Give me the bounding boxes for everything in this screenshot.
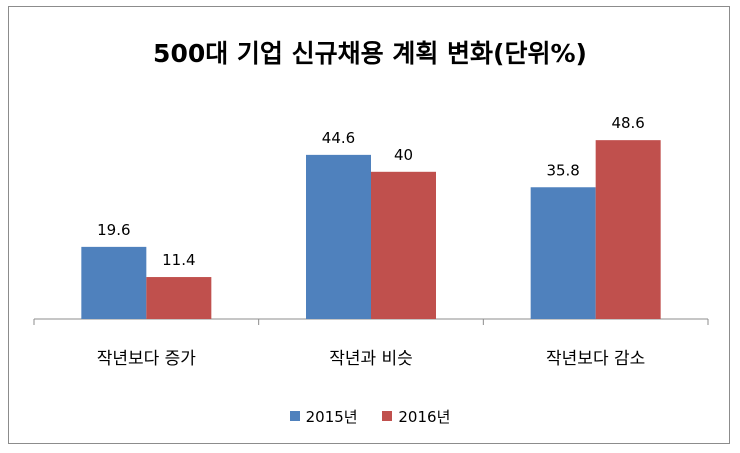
x-tick-label: 작년과 비슷: [329, 349, 413, 369]
legend-label-2016: 2016년: [398, 408, 451, 426]
x-tick-label: 작년보다 증가: [97, 349, 197, 369]
bar-2015년-0: [81, 246, 147, 319]
legend-swatch-2015: [289, 410, 300, 421]
data-label: 44.6: [322, 129, 355, 147]
bar-2016년-0: [146, 277, 212, 319]
bar-2015년-2: [530, 187, 596, 319]
x-tick-label: 작년보다 감소: [546, 349, 645, 369]
data-label: 40: [394, 146, 413, 164]
bar-2016년-2: [595, 140, 661, 319]
chart-title: 500대 기업 신규채용 계획 변화(단위%): [153, 39, 587, 68]
data-label: 48.6: [611, 114, 644, 132]
data-label: 11.4: [162, 251, 195, 269]
bar-2016년-1: [371, 171, 436, 319]
legend-label-2015: 2015년: [305, 408, 358, 426]
legend: 2015년 2016년: [0, 406, 740, 427]
legend-item-2016: 2016년: [382, 406, 450, 427]
bar-2015년-1: [306, 154, 371, 319]
data-label: 19.6: [97, 221, 130, 239]
legend-swatch-2016: [382, 410, 393, 421]
data-label: 35.8: [546, 161, 579, 179]
legend-item-2015: 2015년: [289, 406, 358, 427]
